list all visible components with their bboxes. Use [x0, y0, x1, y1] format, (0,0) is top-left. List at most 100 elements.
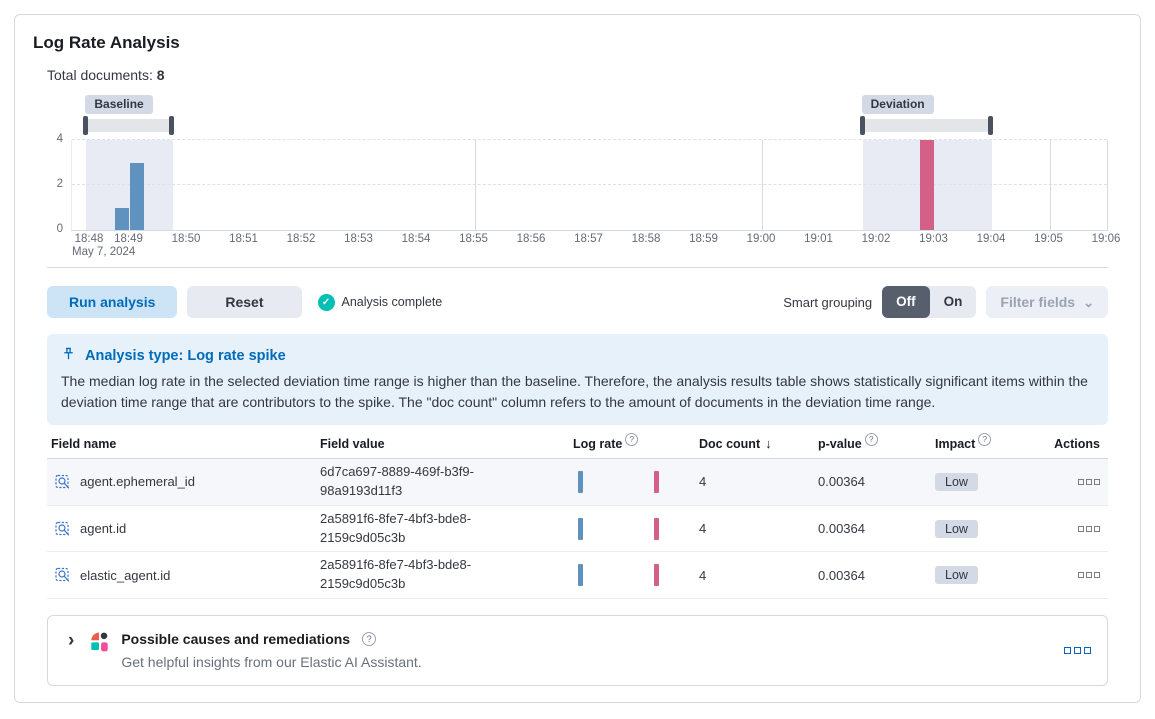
- impact-badge: Low: [935, 566, 978, 585]
- x-axis-label: 18:48: [74, 233, 104, 245]
- filter-search-icon[interactable]: [55, 567, 71, 583]
- possible-causes-title: Possible causes and remediations: [121, 631, 351, 648]
- field-name-text: elastic_agent.id: [80, 567, 171, 583]
- mini-bar-deviation: [654, 564, 659, 587]
- horizontal-gridline: [72, 184, 1107, 185]
- baseline-badge: Baseline: [85, 95, 153, 114]
- expand-chevron-icon[interactable]: ›: [68, 630, 75, 652]
- table-header-row: Field name Field value Log rate ? Doc co…: [47, 431, 1108, 459]
- log-rate-cell: [569, 563, 695, 587]
- log-rate-mini-chart: [577, 470, 659, 494]
- x-axis-label: 19:05: [1034, 233, 1063, 245]
- mini-bar-baseline: [578, 470, 583, 493]
- log-rate-cell: [569, 470, 695, 494]
- impact-cell: Low: [931, 472, 1043, 491]
- callout-body: The median log rate in the selected devi…: [61, 373, 1088, 410]
- row-actions-menu-button[interactable]: [1078, 572, 1100, 579]
- field-name-text: agent.id: [80, 521, 127, 537]
- deviation-brush-left-handle[interactable]: [859, 116, 865, 135]
- analysis-status: ✓ Analysis complete: [317, 293, 443, 311]
- possible-causes-panel: › Possible causes and remediations ? Get…: [47, 615, 1108, 687]
- column-header-field-value: Field value: [320, 436, 385, 451]
- analysis-type-callout: Analysis type: Log rate spike The median…: [47, 334, 1108, 425]
- horizontal-gridline: [72, 139, 1107, 140]
- row-actions-menu-button[interactable]: [1078, 478, 1100, 485]
- baseline-brush[interactable]: [83, 116, 174, 135]
- field-value-cell: 2a5891f6-8fe7-4bf3-bde8-2159c9d05c3b: [316, 552, 569, 598]
- p-value-info-icon[interactable]: ?: [864, 433, 878, 446]
- x-axis-label: 18:55: [459, 233, 488, 245]
- analysis-results-table: Field name Field value Log rate ? Doc co…: [47, 431, 1108, 600]
- baseline-brush-left-handle[interactable]: [83, 116, 89, 135]
- x-axis-date-label: May 7, 2024: [72, 246, 136, 258]
- help-icon[interactable]: ?: [362, 632, 377, 647]
- column-header-doc-count[interactable]: Doc count ↓: [699, 436, 772, 451]
- baseline-brush-right-handle[interactable]: [168, 116, 174, 135]
- possible-causes-subtitle: Get helpful insights from our Elastic AI…: [121, 654, 422, 671]
- mini-bar-deviation: [654, 470, 659, 493]
- y-axis-label: 2: [56, 178, 63, 190]
- row-actions-menu-button[interactable]: [1078, 525, 1100, 532]
- x-axis-label: 18:58: [631, 233, 661, 245]
- panel-actions-menu-button[interactable]: [1064, 647, 1091, 655]
- total-documents-label: Total documents:: [47, 67, 153, 83]
- deviation-brush[interactable]: [859, 116, 993, 135]
- y-axis-label: 0: [56, 223, 63, 235]
- x-axis-label: 19:02: [861, 233, 891, 245]
- field-value-text: 2a5891f6-8fe7-4bf3-bde8-2159c9d05c3b: [320, 557, 472, 592]
- elastic-ai-assistant-icon: [89, 631, 110, 652]
- run-analysis-button[interactable]: Run analysis: [47, 286, 178, 318]
- doc-count-cell: 4: [699, 521, 707, 537]
- filter-search-icon[interactable]: [55, 474, 71, 490]
- x-axis-label: 18:57: [574, 233, 603, 245]
- y-axis-label: 4: [56, 133, 63, 145]
- x-axis-label: 18:51: [229, 233, 258, 245]
- doc-count-cell: 4: [699, 567, 707, 583]
- impact-cell: Low: [931, 566, 1043, 585]
- smart-grouping-off-option[interactable]: Off: [882, 286, 930, 318]
- histogram-bar-deviation: [920, 140, 935, 230]
- vertical-gridline: [762, 140, 763, 230]
- smart-grouping-toggle: Off On: [882, 286, 977, 318]
- filter-fields-label: Filter fields: [1000, 294, 1076, 310]
- field-name-cell: elastic_agent.id: [47, 567, 316, 583]
- x-axis-label: 19:03: [919, 233, 948, 245]
- filter-search-icon[interactable]: [55, 521, 71, 537]
- x-axis-label: 19:06: [1091, 233, 1121, 245]
- x-axis-label: 18:54: [401, 233, 431, 245]
- chart-plot: [71, 139, 1108, 231]
- mini-bar-deviation: [654, 517, 659, 540]
- smart-grouping-on-option[interactable]: On: [943, 294, 963, 309]
- field-value-text: 2a5891f6-8fe7-4bf3-bde8-2159c9d05c3b: [320, 510, 472, 545]
- log-rate-cell: [569, 517, 695, 541]
- impact-badge: Low: [935, 519, 978, 538]
- column-header-log-rate[interactable]: Log rate ?: [569, 433, 695, 451]
- doc-count-cell: 4: [699, 474, 707, 490]
- column-header-p-value[interactable]: p-value ?: [814, 433, 931, 451]
- column-header-impact[interactable]: Impact ?: [931, 433, 1043, 451]
- total-documents-value: 8: [156, 67, 165, 83]
- field-value-text: 6d7ca697-8889-469f-b3f9-98a9193d11f3: [320, 464, 474, 498]
- impact-cell: Low: [931, 519, 1043, 538]
- field-name-cell: agent.ephemeral_id: [47, 474, 316, 490]
- x-axis-label: 18:50: [171, 233, 201, 245]
- deviation-brush-right-handle[interactable]: [988, 116, 993, 135]
- log-rate-info-icon[interactable]: ?: [625, 433, 639, 446]
- analysis-toolbar: Run analysis Reset ✓ Analysis complete S…: [47, 286, 1108, 318]
- log-rate-analysis-panel: Log Rate Analysis Total documents: 8 Bas…: [14, 14, 1141, 704]
- column-header-actions: Actions: [1054, 436, 1100, 451]
- field-value-cell: 6d7ca697-8889-469f-b3f9-98a9193d11f3: [316, 459, 569, 505]
- deviation-badge: Deviation: [861, 95, 934, 114]
- impact-info-icon[interactable]: ?: [978, 433, 992, 446]
- reset-button[interactable]: Reset: [187, 286, 302, 318]
- column-header-field-name: Field name: [51, 436, 117, 451]
- smart-grouping-label: Smart grouping: [783, 294, 873, 310]
- check-icon: ✓: [317, 293, 335, 311]
- p-value-cell: 0.00364: [818, 474, 865, 490]
- log-rate-mini-chart: [577, 563, 659, 587]
- impact-badge: Low: [935, 472, 978, 491]
- total-documents: Total documents: 8: [47, 67, 1108, 83]
- histogram-bar-baseline: [129, 162, 144, 230]
- analysis-status-label: Analysis complete: [341, 295, 443, 309]
- filter-fields-button[interactable]: Filter fields ⌄: [986, 286, 1108, 318]
